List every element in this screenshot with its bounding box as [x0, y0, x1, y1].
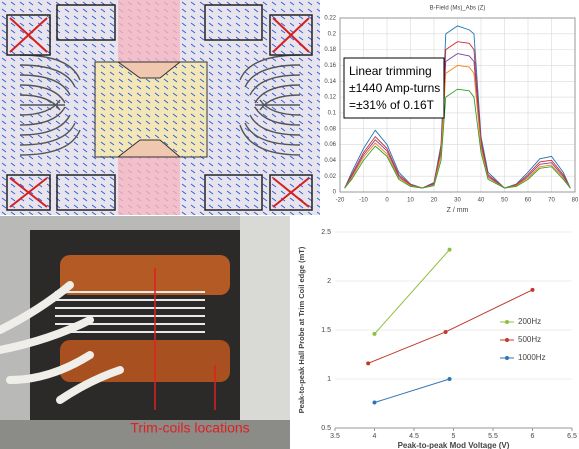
y-tick-label: 0.02 — [324, 174, 336, 180]
series-line — [374, 378, 450, 403]
x-tick-label: 40 — [478, 198, 485, 204]
x-axis-label: Z / mm — [447, 207, 469, 214]
trim-coil-photo: Trim-coils locations — [0, 216, 290, 449]
series-line — [344, 53, 571, 189]
y-tick-label: 1 — [327, 376, 331, 383]
legend-marker — [505, 320, 509, 324]
annotation-text: Linear trimming — [349, 64, 432, 78]
y-tick-label: 0.04 — [324, 158, 336, 164]
data-point — [366, 361, 371, 366]
field-simulation — [0, 0, 320, 215]
y-tick-label: 0 — [333, 190, 337, 196]
x-tick-label: -10 — [359, 198, 368, 204]
y-tick-label: 0.12 — [324, 95, 336, 101]
data-point — [372, 400, 377, 405]
series-line — [344, 88, 571, 189]
y-tick-label: 0.2 — [328, 31, 337, 37]
chart-background — [291, 216, 579, 449]
x-tick-label: 6 — [531, 433, 535, 440]
x-tick-label: 70 — [548, 198, 555, 204]
x-tick-label: -20 — [336, 198, 345, 204]
plot-frame — [339, 17, 576, 193]
x-tick-label: 0 — [385, 198, 389, 204]
x-axis-label: Peak-to-peak Mod Voltage (V) — [398, 441, 510, 449]
y-tick-label: 1.5 — [321, 327, 331, 334]
y-tick-label: 2 — [327, 278, 331, 285]
legend-marker — [505, 338, 509, 342]
y-tick-label: 0.1 — [328, 110, 337, 116]
y-tick-label: 0.14 — [324, 79, 336, 85]
x-tick-label: 60 — [525, 198, 532, 204]
series-line — [344, 25, 571, 189]
x-tick-label: 20 — [431, 198, 438, 204]
legend-label: 200Hz — [518, 317, 541, 326]
data-point — [443, 329, 448, 334]
series-line — [344, 41, 571, 189]
annotation-text: ±1440 Amp-turns — [349, 81, 440, 95]
x-tick-label: 6.5 — [567, 433, 577, 440]
y-tick-label: 0.08 — [324, 126, 336, 132]
y-tick-label: 2.5 — [321, 229, 331, 236]
y-axis-label: Peak-to-peak Hall Probe at Trim Coil edg… — [297, 246, 306, 413]
series-line — [344, 64, 571, 189]
x-tick-label: 4 — [373, 433, 377, 440]
data-point — [372, 331, 377, 336]
x-tick-label: 80 — [572, 198, 579, 204]
data-point — [447, 377, 452, 381]
series-line — [374, 249, 450, 335]
annotation-text: =±31% of 0.16T — [349, 98, 435, 112]
photo-annotation: Trim-coils locations — [130, 420, 249, 436]
y-tick-label: 0.06 — [324, 142, 336, 148]
x-tick-label: 30 — [454, 198, 461, 204]
legend-label: 1000Hz — [518, 353, 546, 362]
y-tick-label: 0.16 — [324, 63, 336, 69]
x-tick-label: 5.5 — [488, 433, 498, 440]
x-tick-label: 3.5 — [330, 433, 340, 440]
x-tick-label: 4.5 — [409, 433, 419, 440]
legend-label: 500Hz — [518, 335, 541, 344]
x-tick-label: 10 — [407, 198, 414, 204]
annotation-box — [343, 57, 445, 119]
x-tick-label: 50 — [501, 198, 508, 204]
data-point — [447, 247, 452, 252]
y-tick-label: 0.18 — [324, 47, 336, 53]
y-tick-label: 0.22 — [324, 16, 336, 22]
data-point — [530, 287, 535, 292]
legend-marker — [505, 356, 509, 360]
y-tick-label: 0.5 — [321, 425, 331, 432]
x-tick-label: 5 — [452, 433, 456, 440]
chart-title: B-Field (Ms)_Abs (Z) — [430, 6, 486, 12]
